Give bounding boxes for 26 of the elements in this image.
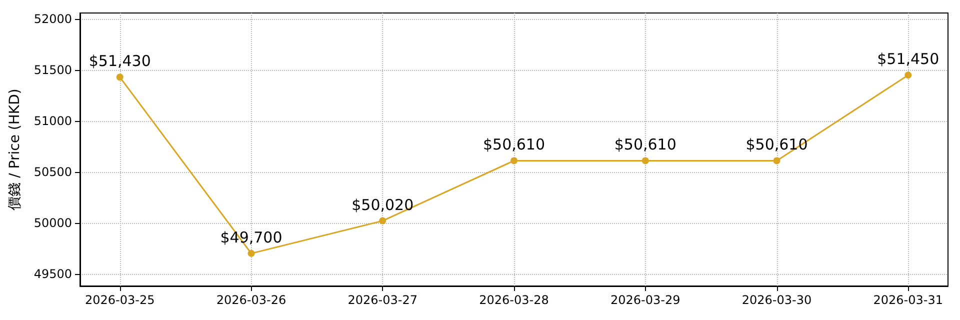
data-label: $50,610 <box>482 136 546 154</box>
point <box>904 72 912 79</box>
data-label: $51,430 <box>88 52 151 70</box>
y-tick-label: 49500 <box>34 266 72 281</box>
x-tick-label: 2026-03-26 <box>216 293 286 307</box>
point <box>773 157 780 164</box>
x-tick-label: 2026-03-30 <box>742 293 812 307</box>
y-tick-label: 52000 <box>34 12 72 26</box>
y-tick-label: 51500 <box>34 63 72 78</box>
data-label: $50,610 <box>614 136 676 154</box>
point <box>379 217 386 224</box>
x-tick-label: 2026-03-29 <box>610 293 680 307</box>
y-axis-title: 價錢 / Price (HKD) <box>7 88 23 210</box>
y-tick-label: 51000 <box>34 114 72 128</box>
point <box>510 157 518 164</box>
y-tick-label: 50500 <box>34 164 72 179</box>
point <box>642 157 649 164</box>
point <box>248 250 255 257</box>
y-tick-label: 50000 <box>34 216 72 230</box>
x-tick-label: 2026-03-25 <box>84 293 155 307</box>
data-label: $51,450 <box>877 50 940 68</box>
x-tick-label: 2026-03-28 <box>479 293 549 307</box>
x-tick-label: 2026-03-27 <box>348 293 418 307</box>
x-tick-label: 2026-03-31 <box>873 293 944 307</box>
data-label: $50,020 <box>352 196 414 214</box>
point <box>116 74 124 81</box>
